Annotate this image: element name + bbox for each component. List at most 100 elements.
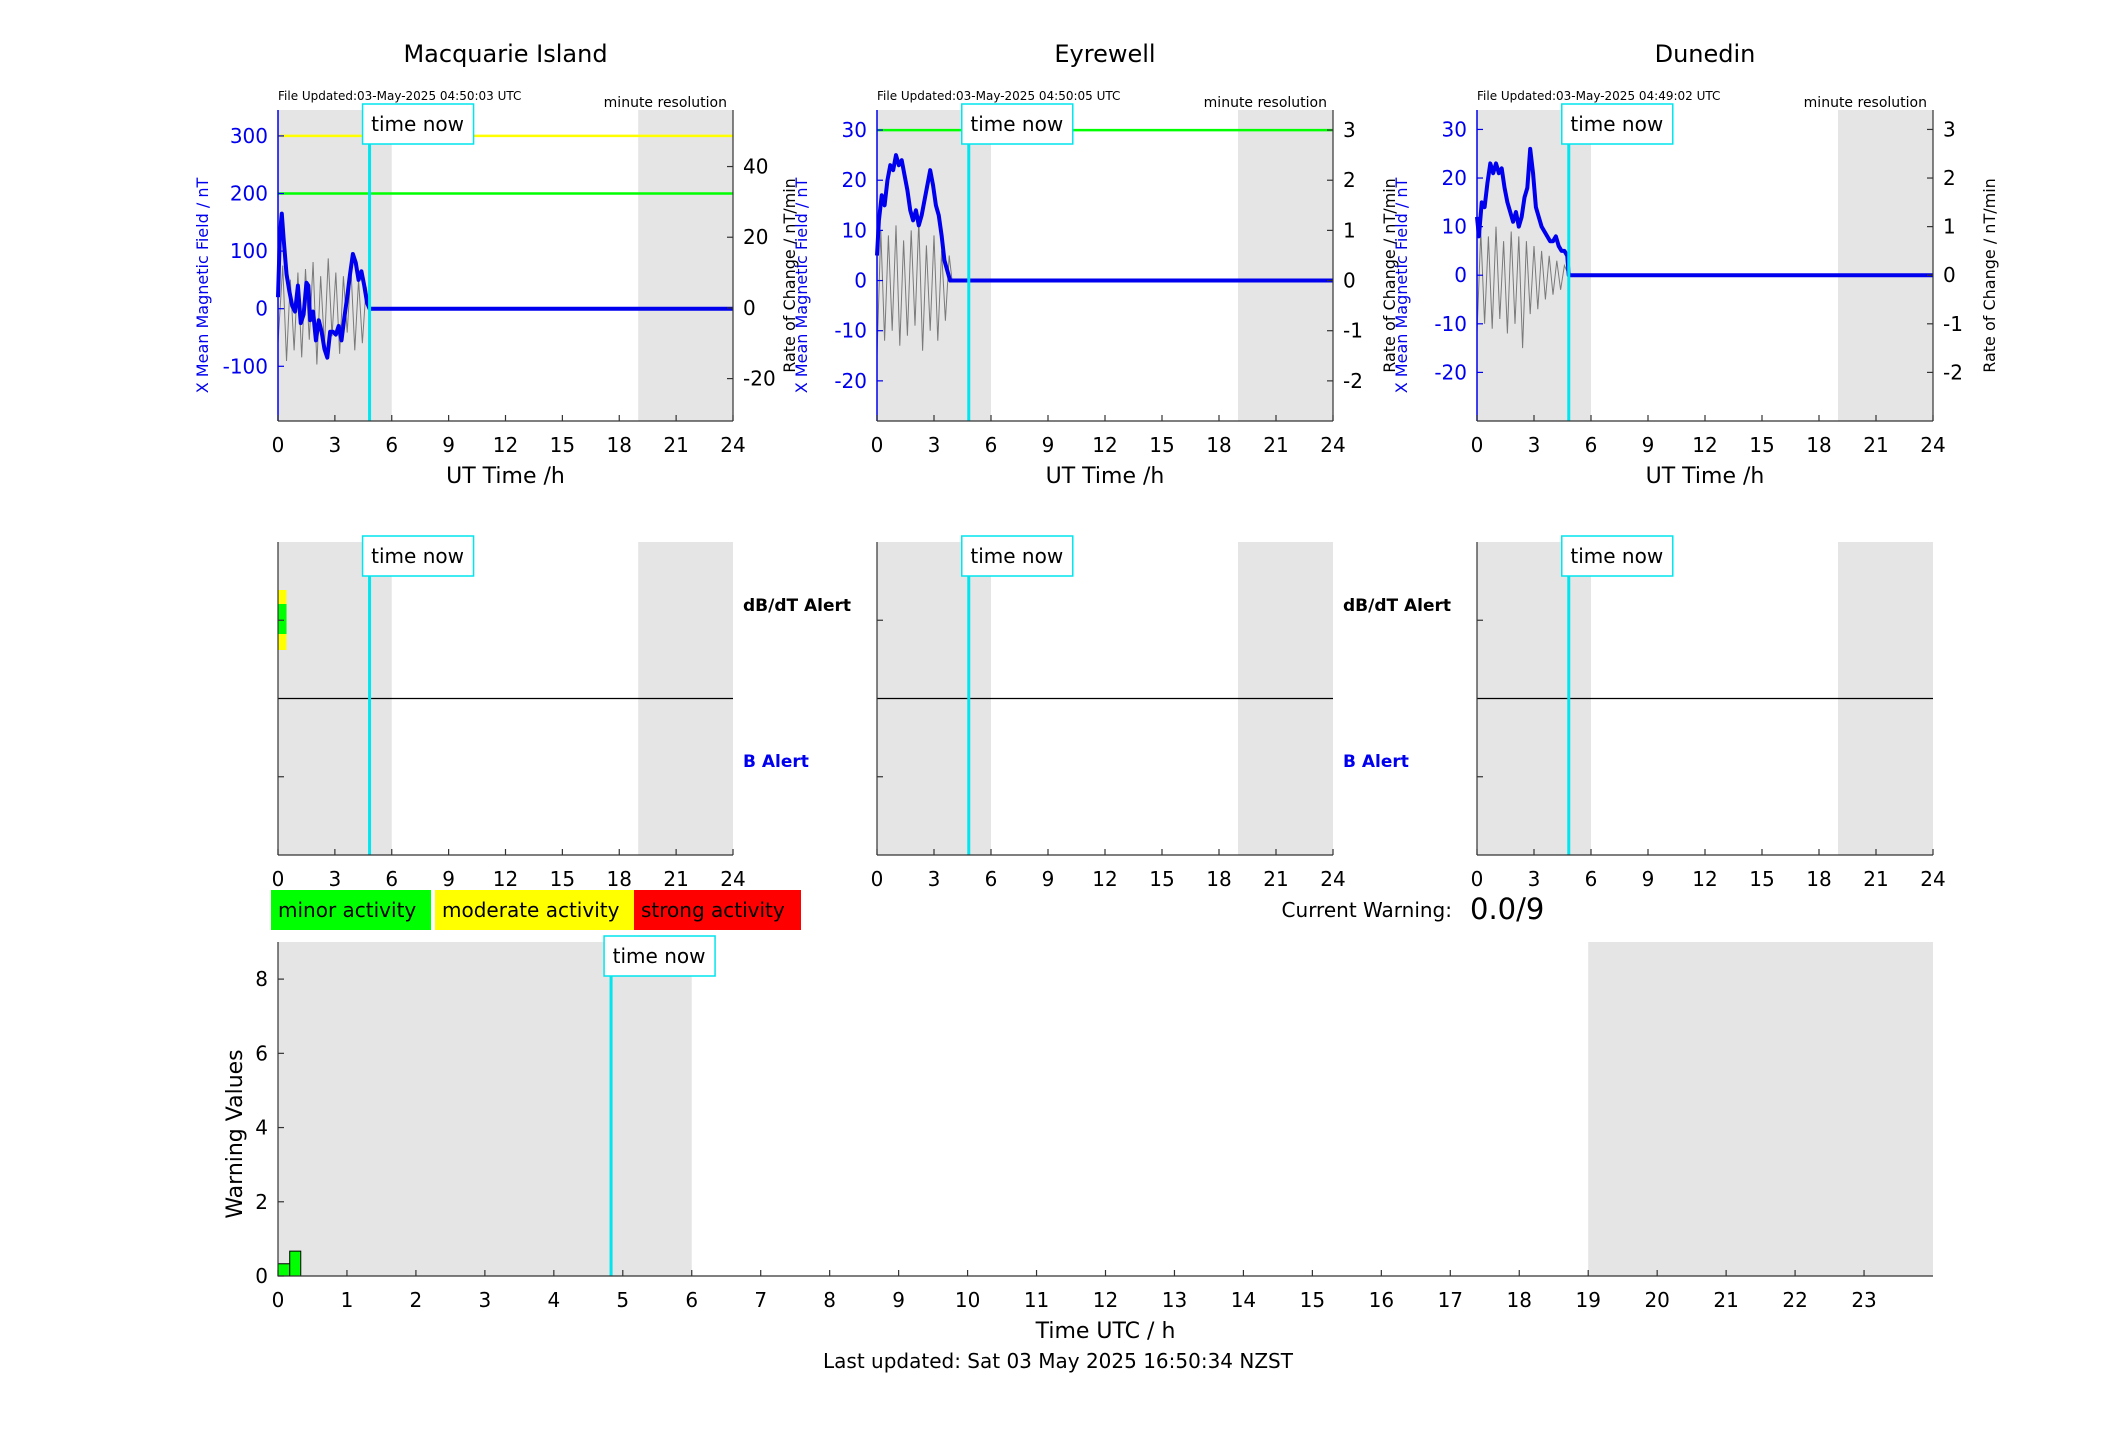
time-now-text: time now (371, 112, 464, 136)
time-now-label: time now (361, 103, 475, 145)
x-tick-label: 3 (928, 867, 941, 891)
warning-x-axis-label: Time UTC / h (1035, 1319, 1176, 1344)
station-title: Dunedin (1655, 40, 1756, 68)
dbdt-alert-label: dB/dT Alert (743, 596, 851, 616)
left-y-tick-label: 20 (842, 168, 867, 192)
night-shading (278, 942, 692, 1276)
x-tick-label: 9 (442, 433, 455, 457)
legend-swatch (435, 890, 634, 930)
warning-x-tick-label: 21 (1713, 1288, 1738, 1312)
right-y-tick-label: -1 (1943, 312, 1963, 336)
left-y-tick-label: 30 (1442, 117, 1467, 141)
time-now-box (361, 535, 475, 577)
x-tick-label: 18 (1206, 433, 1231, 457)
warning-x-tick-label: 12 (1093, 1288, 1118, 1312)
time-now-box (961, 535, 1074, 577)
left-y-tick-label: 100 (230, 239, 268, 263)
right-y-tick-label: 40 (743, 155, 768, 179)
right-y-axis-label: Rate of Change / nT/min (1380, 178, 1399, 373)
left-y-axis-label: X Mean Magnetic Field / nT (193, 178, 212, 394)
x-tick-label: 24 (720, 433, 745, 457)
right-y-tick-label: -20 (743, 367, 776, 391)
warning-y-tick-label: 0 (255, 1264, 268, 1288)
time-now-text: time now (970, 544, 1063, 568)
x-tick-label: 9 (1642, 867, 1655, 891)
legend-swatch (634, 890, 801, 930)
alert-panel: time now 0 3 6 9 12 15 18 21 24 (1471, 535, 1946, 891)
right-y-tick-label: -1 (1343, 319, 1363, 343)
warning-x-tick-label: 5 (616, 1288, 629, 1312)
x-tick-label: 3 (1528, 433, 1541, 457)
x-tick-label: 6 (385, 433, 398, 457)
left-y-tick-label: 20 (1442, 166, 1467, 190)
dbdt-alert-label: dB/dT Alert (1343, 596, 1451, 616)
warning-x-tick-label: 9 (892, 1288, 905, 1312)
x-tick-label: 21 (1263, 433, 1288, 457)
x-tick-label: 18 (1806, 867, 1831, 891)
warning-y-axis-label: Warning Values (223, 1049, 248, 1218)
x-tick-label: 18 (607, 867, 632, 891)
x-tick-label: 21 (1263, 867, 1288, 891)
time-now-text: time now (371, 544, 464, 568)
station-title: Macquarie Island (403, 40, 607, 68)
x-axis-label: UT Time /h (1646, 464, 1765, 489)
x-tick-label: 6 (985, 867, 998, 891)
current-warning-label: Current Warning: (1282, 898, 1452, 922)
magnetic-field-series (1475, 146, 1933, 278)
x-tick-label: 12 (1692, 433, 1717, 457)
resolution-text: minute resolution (604, 95, 727, 111)
warning-x-tick-label: 23 (1851, 1288, 1876, 1312)
b-alert-label: B Alert (1343, 752, 1409, 772)
warning-bar (277, 1263, 291, 1277)
x-tick-label: 24 (1920, 433, 1945, 457)
time-now-label: time now (1561, 103, 1674, 145)
x-tick-label: 15 (550, 867, 575, 891)
time-now-text: time now (1570, 112, 1663, 136)
alert-panel: time now 0 3 6 9 12 15 18 21 24 dB/dT Alert B Alert (871, 535, 1451, 891)
left-y-tick-label: -20 (1434, 360, 1467, 384)
file-updated-text: File Updated:03-May-2025 04:50:03 UTC (278, 89, 521, 103)
x-tick-label: 0 (272, 867, 285, 891)
warning-x-tick-label: 11 (1024, 1288, 1049, 1312)
x-tick-label: 0 (871, 867, 884, 891)
time-now-label: time now (1561, 535, 1674, 577)
right-y-tick-label: 0 (1943, 263, 1956, 287)
night-shading (1238, 110, 1333, 421)
x-tick-label: 6 (1585, 433, 1598, 457)
x-tick-label: 12 (1092, 867, 1117, 891)
time-now-box (1561, 535, 1674, 577)
x-tick-label: 24 (1320, 433, 1345, 457)
left-y-tick-label: -20 (834, 369, 867, 393)
time-now-label: time now (961, 535, 1074, 577)
x-tick-label: 0 (871, 433, 884, 457)
time-now-text: time now (970, 112, 1063, 136)
warning-x-tick-label: 2 (410, 1288, 423, 1312)
x-tick-label: 15 (1149, 433, 1174, 457)
x-tick-label: 24 (1920, 867, 1945, 891)
warning-x-tick-label: 8 (823, 1288, 836, 1312)
x-tick-label: 18 (607, 433, 632, 457)
rate-of-change-series (876, 220, 953, 356)
right-y-tick-label: 0 (743, 296, 756, 320)
x-tick-label: 0 (1471, 433, 1484, 457)
file-updated-text: File Updated:03-May-2025 04:50:05 UTC (877, 89, 1120, 103)
x-tick-label: 3 (1528, 867, 1541, 891)
time-now-label: time now (361, 535, 475, 577)
current-warning-value: 0.0/9 (1470, 892, 1544, 926)
x-tick-label: 6 (1585, 867, 1598, 891)
x-tick-label: 6 (385, 867, 398, 891)
night-shading (638, 110, 733, 421)
x-tick-label: 3 (329, 867, 342, 891)
left-y-tick-label: 0 (1454, 263, 1467, 287)
x-tick-label: 12 (1092, 433, 1117, 457)
station-panel-3: Dunedin File Updated:03-May-2025 04:49:02… (1392, 40, 1999, 891)
warning-x-tick-label: 16 (1369, 1288, 1394, 1312)
dbdt-alert-block (278, 604, 287, 634)
warning-x-tick-label: 6 (685, 1288, 698, 1312)
night-shading (278, 110, 392, 421)
x-tick-label: 3 (928, 433, 941, 457)
warning-x-tick-label: 10 (955, 1288, 980, 1312)
